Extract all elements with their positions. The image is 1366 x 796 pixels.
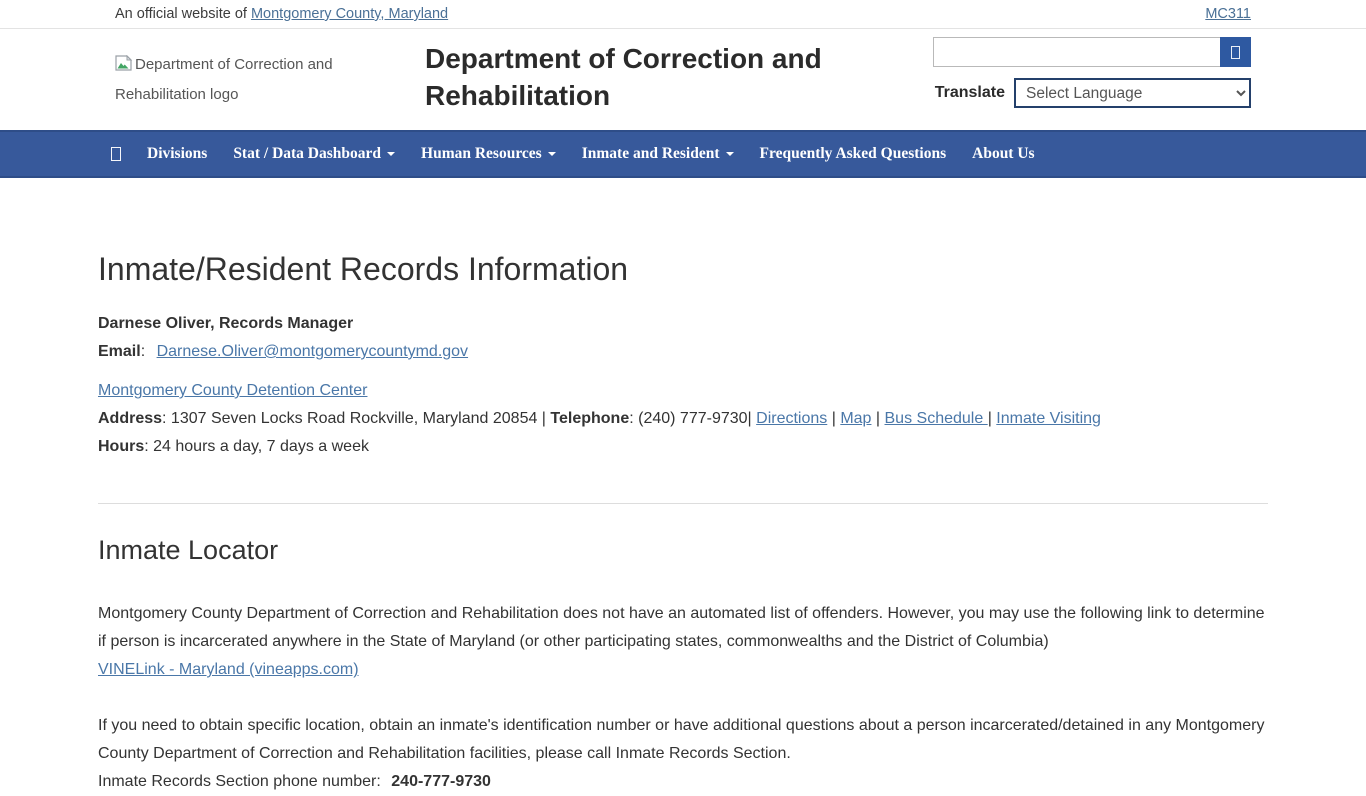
nav-item-label: Human Resources xyxy=(421,145,542,162)
locator-paragraph-1: Montgomery County Department of Correcti… xyxy=(98,600,1268,684)
address-text: : 1307 Seven Locks Road Rockville, Maryl… xyxy=(162,410,551,427)
nav-item-label: Stat / Data Dashboard xyxy=(233,145,382,162)
nav-item-stat-data-dashboard[interactable]: Stat / Data Dashboard xyxy=(220,132,408,176)
inmate-visiting-link[interactable]: Inmate Visiting xyxy=(996,410,1101,427)
phone-prefix: Inmate Records Section phone number: xyxy=(98,773,386,790)
search-button[interactable] xyxy=(1220,37,1251,67)
chevron-down-icon xyxy=(725,152,734,156)
mc311-link[interactable]: MC311 xyxy=(1205,6,1251,22)
records-manager-block: Darnese Oliver, Records Manager Email: D… xyxy=(98,310,1268,366)
vinelink-link[interactable]: VINELink - Maryland (vineapps.com) xyxy=(98,661,359,678)
facility-block: Montgomery County Detention Center Addre… xyxy=(98,377,1268,461)
email-colon: : xyxy=(140,343,150,360)
official-topbar: An official website of Montgomery County… xyxy=(0,0,1366,29)
main-content: Inmate/Resident Records Information Darn… xyxy=(98,250,1268,796)
nav-item-label: Inmate and Resident xyxy=(581,145,720,162)
nav-item-about-us[interactable]: About Us xyxy=(959,132,1047,176)
nav-home-button[interactable] xyxy=(98,132,134,176)
translate-label: Translate xyxy=(934,84,1005,101)
search-icon xyxy=(1231,45,1240,59)
section-divider xyxy=(98,503,1268,504)
inmate-locator-title: Inmate Locator xyxy=(98,535,279,565)
hours-text: : 24 hours a day, 7 days a week xyxy=(144,438,369,455)
nav-item-faq[interactable]: Frequently Asked Questions xyxy=(747,132,960,176)
page-title: Inmate/Resident Records Information xyxy=(98,251,629,287)
locator-text-2: If you need to obtain specific location,… xyxy=(98,717,1265,762)
language-select[interactable]: Select Language xyxy=(1014,78,1251,108)
hours-label: Hours xyxy=(98,438,145,455)
official-site-prefix: An official website of xyxy=(115,6,251,22)
official-site-text: An official website of Montgomery County… xyxy=(115,6,448,22)
main-navbar: Divisions Stat / Data Dashboard Human Re… xyxy=(0,130,1366,178)
locator-paragraph-2: If you need to obtain specific location,… xyxy=(98,712,1268,796)
chevron-down-icon xyxy=(547,152,556,156)
county-link[interactable]: Montgomery County, Maryland xyxy=(250,6,449,22)
separator: | xyxy=(987,410,997,427)
nav-item-label: Frequently Asked Questions xyxy=(759,145,947,162)
telephone-label: Telephone xyxy=(550,410,630,427)
separator: | xyxy=(871,410,885,427)
broken-image-icon xyxy=(115,53,133,81)
nav-item-label: About Us xyxy=(972,145,1035,162)
site-header: Department of Correction and Rehabilitat… xyxy=(0,29,1366,130)
nav-item-inmate-and-resident[interactable]: Inmate and Resident xyxy=(569,132,747,176)
records-phone-number: 240-777-9730 xyxy=(391,773,491,790)
telephone-text: : (240) 777-9730| xyxy=(629,410,757,427)
nav-item-human-resources[interactable]: Human Resources xyxy=(408,132,569,176)
nav-item-divisions[interactable]: Divisions xyxy=(134,132,220,176)
search-input[interactable] xyxy=(933,37,1220,67)
site-title: Department of Correction and Rehabilitat… xyxy=(425,43,822,111)
email-label: Email xyxy=(98,343,141,360)
logo-broken-image: Department of Correction and Rehabilitat… xyxy=(115,37,425,109)
home-icon xyxy=(111,147,121,161)
address-label: Address xyxy=(98,410,163,427)
map-link[interactable]: Map xyxy=(840,410,872,427)
manager-name: Darnese Oliver, Records Manager xyxy=(98,315,354,332)
detention-center-link[interactable]: Montgomery County Detention Center xyxy=(98,382,368,399)
email-link[interactable]: Darnese.Oliver@montgomerycountymd.gov xyxy=(156,343,469,360)
directions-link[interactable]: Directions xyxy=(756,410,828,427)
logo-alt-text: Department of Correction and Rehabilitat… xyxy=(115,56,333,103)
nav-item-label: Divisions xyxy=(147,145,208,162)
separator: | xyxy=(827,410,841,427)
chevron-down-icon xyxy=(387,152,396,156)
locator-text-1: Montgomery County Department of Correcti… xyxy=(98,605,1265,650)
bus-schedule-link[interactable]: Bus Schedule xyxy=(884,410,988,427)
